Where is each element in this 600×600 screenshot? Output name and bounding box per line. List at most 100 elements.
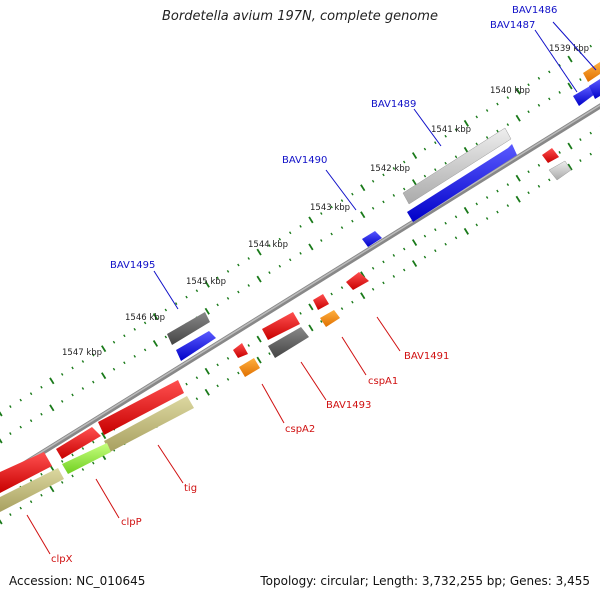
tick-label-1543: 1543 kbp — [310, 203, 350, 213]
gene-label-bav1486[interactable]: BAV1486 — [512, 5, 557, 16]
cds-bav1487[interactable] — [573, 86, 595, 106]
cds-bav1489[interactable] — [407, 144, 517, 222]
gene-label-clpX[interactable]: clpX — [51, 554, 73, 565]
inner-tick-minor — [589, 152, 592, 156]
inner-tick-minor — [454, 236, 458, 240]
cds-bav1491[interactable] — [346, 272, 369, 290]
outer-tick-minor — [496, 102, 499, 106]
fwd-tick-minor — [434, 168, 437, 172]
inner-tick-minor — [402, 268, 406, 272]
rev-tick-minor — [247, 344, 250, 347]
rev-tick-major — [308, 303, 314, 311]
leader-bav1489 — [413, 108, 442, 147]
gene-label-bav1489[interactable]: BAV1489 — [371, 99, 416, 110]
fwd-tick-minor — [71, 393, 74, 397]
outer-tick-minor — [527, 83, 530, 87]
rev-tick-minor — [589, 131, 592, 135]
rev-tick-minor — [81, 447, 85, 450]
gene-label-bav1490[interactable]: BAV1490 — [282, 155, 327, 166]
outer-tick-minor — [475, 115, 478, 119]
rev-tick-minor — [454, 215, 458, 219]
inner-tick-minor — [527, 191, 530, 195]
fwd-tick-major — [204, 307, 210, 315]
tick-label-1541: 1541 kbp — [431, 125, 471, 135]
fwd-tick-minor — [133, 354, 136, 358]
rev-tick-minor — [527, 170, 530, 174]
cds-cspA2[interactable] — [233, 343, 248, 358]
fwd-tick-minor — [268, 271, 271, 275]
inner-tick-minor — [444, 242, 447, 246]
rev-tick-minor — [392, 254, 396, 257]
rev-tick-major — [515, 174, 521, 182]
outer-tick-minor — [537, 76, 541, 80]
rev-tick-minor — [195, 376, 199, 380]
gene-label-clpP[interactable]: clpP — [121, 517, 142, 528]
gene-label-cspA1[interactable]: cspA1 — [368, 376, 398, 387]
tick-label-1546: 1546 kbp — [125, 313, 165, 323]
outer-tick-minor — [174, 302, 178, 305]
inner-tick-minor — [423, 255, 427, 259]
fwd-tick-minor — [527, 110, 530, 114]
outer-tick-major — [515, 87, 521, 95]
cds-clpP[interactable] — [56, 427, 101, 459]
rev-tick-major — [463, 206, 469, 214]
gene-label-tig[interactable]: tig — [184, 483, 197, 494]
fwd-tick-minor — [226, 297, 230, 300]
fwd-tick-minor — [278, 264, 282, 268]
rev-tick-minor — [444, 221, 447, 225]
inner-tick-major — [567, 163, 573, 171]
rev-tick-minor — [60, 459, 64, 463]
outer-tick-minor — [589, 44, 592, 48]
orange-feature-bav1486[interactable] — [583, 62, 600, 82]
rev-tick-minor — [185, 382, 188, 386]
outer-tick-minor — [454, 128, 458, 132]
orange-feature-cspA1[interactable] — [320, 310, 340, 327]
leader-bav1487 — [534, 29, 578, 93]
cds-bav1493[interactable] — [262, 312, 300, 340]
inner-tick-major — [256, 356, 262, 364]
gene-label-bav1493[interactable]: BAV1493 — [326, 400, 371, 411]
olive-feature-tig[interactable] — [104, 396, 194, 452]
inner-tick-minor — [92, 461, 95, 465]
outer-tick-minor — [123, 334, 126, 338]
inner-tick-minor — [60, 480, 64, 484]
green-feature-clpP[interactable] — [62, 443, 111, 474]
inner-tick-major — [49, 485, 55, 493]
rev-tick-minor — [434, 228, 437, 232]
tick-label-1547: 1547 kbp — [62, 348, 102, 358]
fwd-tick-minor — [288, 258, 292, 262]
rev-tick-minor — [485, 196, 489, 199]
gene-label-bav1487[interactable]: BAV1487 — [490, 20, 535, 31]
forward-feature-tick-row — [0, 65, 600, 444]
fwd-tick-minor — [423, 174, 427, 178]
fwd-tick-major — [567, 82, 573, 90]
cds-bav1486[interactable] — [589, 79, 600, 99]
olive-feature-clpX[interactable] — [0, 468, 64, 512]
gray-feature-bav1493[interactable] — [268, 327, 309, 358]
outer-tick-minor — [195, 289, 199, 293]
cds-bav1484[interactable] — [542, 148, 559, 163]
outer-tick-minor — [392, 167, 396, 170]
outer-tick-minor — [19, 398, 22, 402]
orange-feature-cspA2[interactable] — [239, 358, 260, 377]
inner-tick-minor — [19, 506, 22, 510]
rev-tick-minor — [423, 234, 427, 238]
fwd-tick-minor — [19, 425, 22, 429]
gray-feature-bav1495[interactable] — [167, 312, 210, 345]
outer-tick-minor — [81, 360, 85, 363]
cds-cspA1[interactable] — [313, 294, 329, 310]
fwd-tick-minor — [40, 412, 43, 416]
fwd-tick-major — [152, 340, 159, 347]
gene-label-bav1495[interactable]: BAV1495 — [110, 260, 155, 271]
gene-label-cspA2[interactable]: cspA2 — [285, 424, 315, 435]
fwd-tick-minor — [92, 380, 95, 384]
gray-feature-bav1489[interactable] — [402, 127, 512, 205]
cds-clpX[interactable] — [0, 452, 52, 493]
light-gray-feature-bav1484[interactable] — [548, 160, 572, 181]
inner-tick-minor — [40, 493, 43, 497]
gene-label-bav1491[interactable]: BAV1491 — [404, 351, 449, 362]
cds-bav1495[interactable] — [176, 331, 216, 361]
rev-tick-minor — [506, 183, 510, 187]
cds-tig[interactable] — [98, 380, 184, 435]
cds-bav1490[interactable] — [362, 231, 382, 247]
